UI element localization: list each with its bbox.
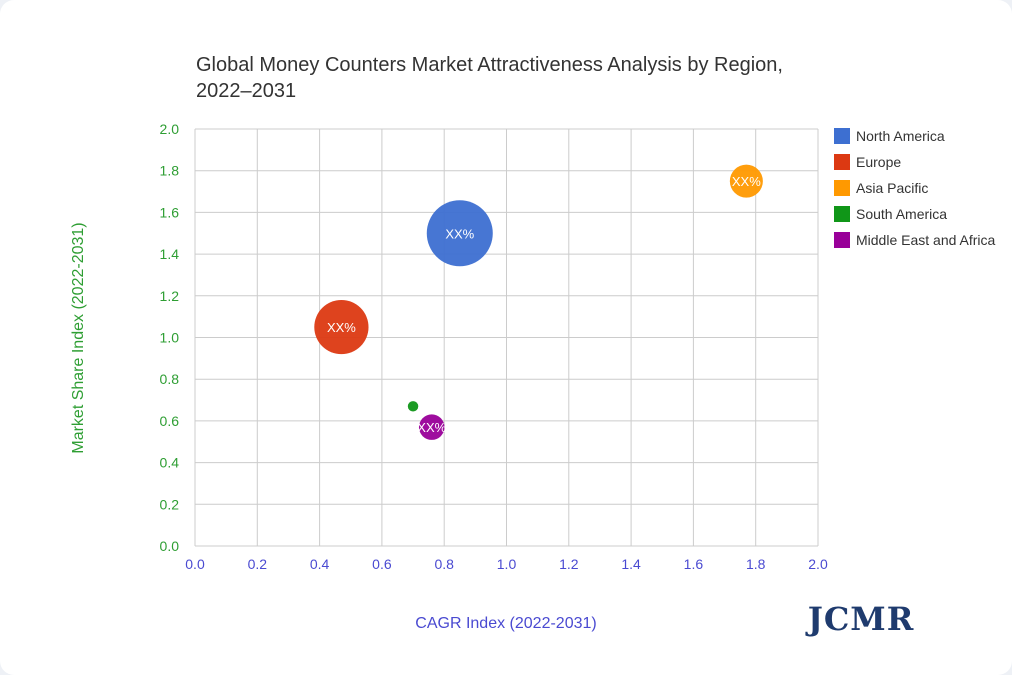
legend-label-asia-pacific: Asia Pacific (856, 180, 929, 196)
legend-label-south-america: South America (856, 206, 948, 222)
legend-swatch-north-america (834, 128, 850, 144)
bubble-circle-south-america[interactable] (407, 401, 419, 412)
x-tick-label: 0.6 (372, 556, 392, 572)
x-tick-label: 1.2 (559, 556, 579, 572)
bubble-middle-east-and-africa[interactable]: XX% (417, 414, 447, 440)
legend: North America Europe Asia Pacific South Ame… (834, 127, 1004, 257)
bubble-south-america[interactable] (407, 401, 419, 412)
legend-item-middle-east-and-africa[interactable]: Middle East and Africa (834, 231, 1004, 249)
y-tick-label: 2.0 (160, 121, 180, 137)
x-tick-label: 2.0 (808, 556, 828, 572)
y-tick-label: 1.2 (160, 288, 180, 304)
y-tick-label: 1.8 (160, 163, 180, 179)
bubble-label-europe: XX% (327, 320, 356, 335)
y-tick-labels: 0.0 0.2 0.4 0.6 0.8 1.0 1.2 1.4 1.6 1.8 2.0 (160, 121, 180, 554)
chart-title: Global Money Counters Market Attractiven… (196, 54, 783, 102)
legend-item-north-america[interactable]: North America (834, 127, 1004, 145)
legend-swatch-middle-east-and-africa (834, 232, 850, 248)
y-tick-label: 0.0 (160, 538, 180, 554)
legend-swatch-asia-pacific (834, 180, 850, 196)
jcmr-logo: JCMR (807, 600, 915, 638)
x-tick-label: 1.6 (684, 556, 704, 572)
x-tick-label: 1.0 (497, 556, 517, 572)
x-tick-label: 0.2 (248, 556, 268, 572)
y-axis-label: Market Share Index (2022-2031) (70, 222, 87, 453)
legend-swatch-south-america (834, 206, 850, 222)
bubble-circle-asia-pacific[interactable] (729, 164, 763, 198)
y-tick-label: 0.2 (160, 496, 180, 512)
bubble-europe[interactable]: XX% (314, 299, 369, 355)
bubble-label-asia-pacific: XX% (732, 174, 761, 189)
grid-lines (194, 128, 819, 547)
x-axis-label: CAGR Index (2022-2031) (415, 615, 596, 632)
bubbles: XX% XX% XX% XX% (314, 164, 763, 440)
x-tick-label: 1.8 (746, 556, 766, 572)
x-tick-label: 1.4 (621, 556, 641, 572)
legend-label-europe: Europe (856, 154, 902, 170)
legend-swatch-europe (834, 154, 850, 170)
y-tick-label: 1.0 (160, 330, 180, 346)
x-tick-label: 0.0 (185, 556, 205, 572)
y-tick-label: 0.6 (160, 413, 180, 429)
x-tick-label: 0.8 (434, 556, 454, 572)
legend-label-middle-east-and-africa: Middle East and Africa (856, 232, 996, 248)
legend-item-south-america[interactable]: South America (834, 205, 1004, 223)
legend-label-north-america: North America (856, 128, 945, 144)
y-tick-label: 0.8 (160, 371, 180, 387)
x-tick-label: 0.4 (310, 556, 330, 572)
y-tick-label: 0.4 (160, 455, 180, 471)
y-tick-label: 1.4 (160, 246, 180, 262)
bubble-asia-pacific[interactable]: XX% (729, 164, 763, 198)
x-tick-labels: 0.0 0.2 0.4 0.6 0.8 1.0 1.2 1.4 1.6 1.8 2.0 (185, 556, 828, 572)
bubble-label-middle-east-and-africa: XX% (417, 420, 446, 435)
bubble-label-north-america: XX% (445, 226, 474, 241)
legend-item-europe[interactable]: Europe (834, 153, 1004, 171)
bubble-circle-europe[interactable] (314, 299, 369, 355)
legend-item-asia-pacific[interactable]: Asia Pacific (834, 179, 1004, 197)
bubble-circle-middle-east-and-africa[interactable] (418, 414, 445, 440)
y-tick-label: 1.6 (160, 204, 180, 220)
bubble-north-america[interactable]: XX% (426, 200, 493, 267)
bubble-circle-north-america[interactable] (426, 200, 493, 267)
